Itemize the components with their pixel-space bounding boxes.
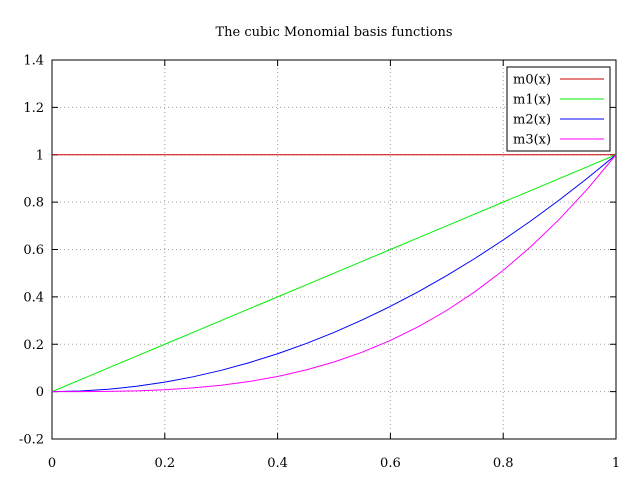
x-tick-label: 0.6 — [380, 456, 401, 471]
y-tick-label: 0.8 — [23, 196, 44, 211]
x-tick-label: 0.2 — [154, 456, 175, 471]
y-tick-label: 0.4 — [23, 290, 44, 305]
legend-box — [506, 66, 611, 152]
legend-label: m1(x) — [513, 93, 551, 108]
series-line-m2x — [51, 154, 617, 393]
legend-label: m0(x) — [513, 73, 551, 88]
y-tick-label: 1.4 — [23, 54, 44, 69]
chart-title: The cubic Monomial basis functions — [215, 25, 452, 40]
legend-label: m2(x) — [513, 113, 551, 128]
x-tick-label: 0 — [48, 456, 56, 471]
y-tick-label: 0 — [36, 385, 44, 400]
y-tick-label: 1 — [36, 148, 44, 163]
x-tick-label: 0.4 — [267, 456, 288, 471]
y-tick-label: -0.2 — [19, 433, 44, 448]
x-tick-label: 0.8 — [493, 456, 514, 471]
y-tick-label: 1.2 — [23, 101, 44, 116]
series-line-m3x — [51, 154, 617, 393]
legend-label: m3(x) — [513, 133, 551, 148]
axes-layer: 0 0.2 0.4 0.6 0.8 1 -0.2 0 0.2 0.4 0.6 0.8 1 1.2 1.4 — [19, 54, 620, 472]
x-tick-label: 1 — [612, 456, 620, 471]
series-layer — [51, 154, 617, 393]
y-tick-label: 0.2 — [23, 338, 44, 353]
y-tick-label: 0.6 — [23, 243, 44, 258]
series-line-m1x — [51, 154, 617, 393]
legend: m0(x) m1(x) m2(x) m3(x) — [506, 66, 611, 152]
